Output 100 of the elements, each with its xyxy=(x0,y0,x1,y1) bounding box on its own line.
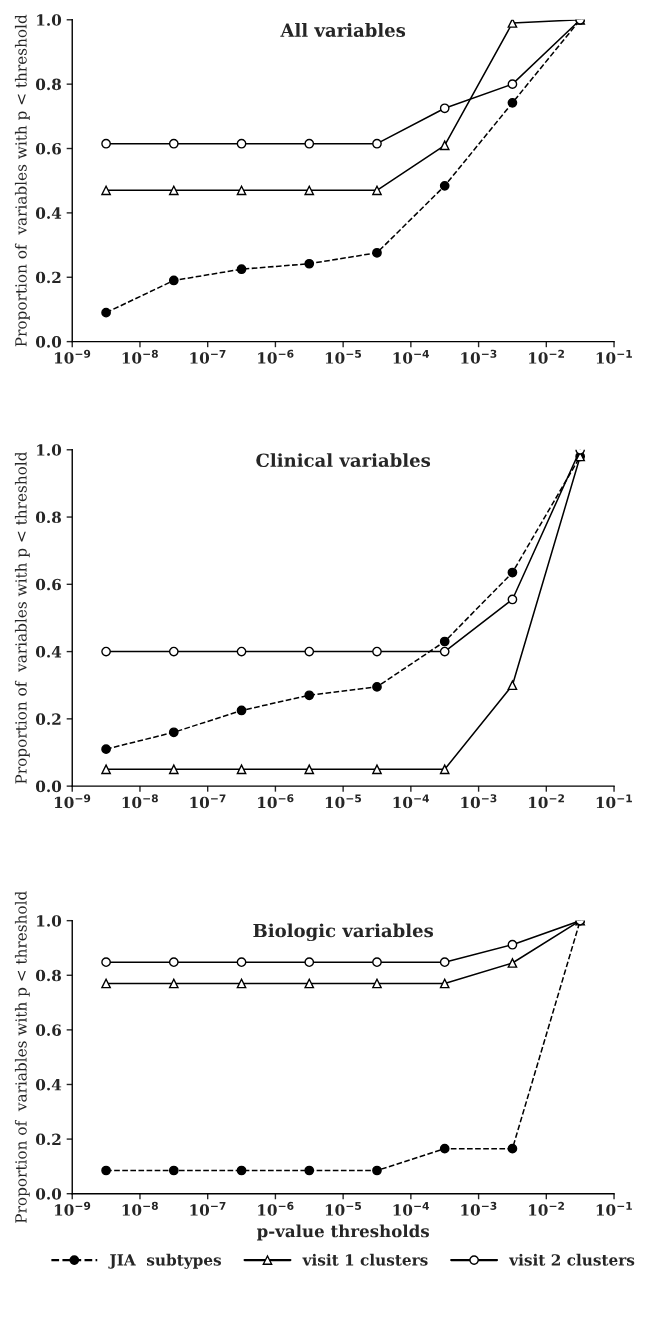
point xyxy=(101,138,111,149)
x-tick-label: 10$^{−1}$ xyxy=(596,794,632,809)
x-tick-label: 10$^{−1}$ xyxy=(596,1201,632,1216)
point xyxy=(168,727,179,738)
y-tick-label: 0.0 xyxy=(35,1188,62,1200)
point xyxy=(372,764,382,775)
point xyxy=(507,1143,518,1154)
point xyxy=(372,646,382,657)
x-tick-label: 10$^{−4}$ xyxy=(393,794,430,809)
x-tick-label: 10$^{−2}$ xyxy=(529,349,565,364)
point xyxy=(372,1165,382,1176)
y-tick-label: 0.0 xyxy=(35,780,62,793)
point xyxy=(236,705,247,716)
legend-label: visit 1 clusters xyxy=(302,1253,428,1266)
point xyxy=(507,958,518,968)
y-axis-title: Proportion of variables with p < threshold xyxy=(14,451,30,784)
legend-label: JIA subtypes xyxy=(108,1253,222,1269)
x-tick-label: 10$^{−7}$ xyxy=(190,349,226,364)
point xyxy=(304,957,315,968)
y-tick-label: 0.2 xyxy=(35,271,61,284)
x-tick-label: 10$^{−7}$ xyxy=(190,794,226,809)
x-tick-label: 10$^{−7}$ xyxy=(190,1201,226,1216)
point xyxy=(304,764,315,775)
point xyxy=(439,1143,450,1154)
x-tick-label: 10$^{−6}$ xyxy=(258,794,294,809)
y-tick-label: 0.4 xyxy=(35,207,62,219)
x-axis-title: p-value thresholds xyxy=(256,1224,430,1241)
point xyxy=(101,744,111,754)
point xyxy=(101,764,111,775)
point xyxy=(304,690,315,701)
point xyxy=(439,764,450,775)
y-tick-label: 1.0 xyxy=(37,915,62,927)
x-tick-label: 10$^{−3}$ xyxy=(461,794,497,809)
x-tick-label: 10$^{−2}$ xyxy=(529,1201,565,1216)
point xyxy=(372,247,382,258)
point xyxy=(439,978,450,989)
point xyxy=(101,978,111,989)
point xyxy=(507,567,518,578)
y-tick-label: 0.6 xyxy=(35,578,61,591)
y-tick-label: 0.8 xyxy=(35,969,61,982)
point xyxy=(236,978,247,989)
point xyxy=(439,957,450,968)
point xyxy=(439,636,450,647)
y-tick-label: 0.6 xyxy=(35,1024,61,1036)
point xyxy=(304,1165,315,1176)
legend-label: visit 2 clusters xyxy=(508,1253,635,1266)
point xyxy=(236,1165,247,1176)
point xyxy=(168,185,179,196)
point xyxy=(439,103,450,114)
x-tick-label: 10$^{−3}$ xyxy=(461,349,497,364)
x-tick-label: 10$^{−5}$ xyxy=(325,794,362,809)
chart-title: All variables xyxy=(280,23,406,37)
point xyxy=(236,764,247,775)
point xyxy=(507,680,518,691)
x-tick-label: 10$^{−4}$ xyxy=(393,349,430,364)
point xyxy=(236,138,247,149)
point xyxy=(372,978,382,989)
point xyxy=(507,19,518,28)
point xyxy=(507,97,518,108)
x-tick-label: 10$^{−4}$ xyxy=(393,1201,430,1216)
point xyxy=(168,764,179,775)
point xyxy=(507,939,518,950)
point xyxy=(236,957,247,968)
point xyxy=(101,646,111,657)
point xyxy=(101,185,111,196)
point xyxy=(439,646,450,657)
x-tick-label: 10$^{−9}$ xyxy=(54,794,91,809)
point xyxy=(439,180,450,191)
point xyxy=(372,682,382,692)
point xyxy=(101,1165,111,1176)
point xyxy=(168,957,179,968)
point xyxy=(168,1165,179,1176)
x-tick-label: 10$^{−8}$ xyxy=(122,794,158,809)
point xyxy=(101,307,111,318)
point xyxy=(372,957,382,968)
y-tick-label: 1.0 xyxy=(37,444,62,456)
point xyxy=(304,258,315,269)
x-tick-label: 10$^{−9}$ xyxy=(54,1201,91,1216)
y-tick-label: 0.2 xyxy=(35,713,61,725)
chart-title: Clinical variables xyxy=(256,453,431,468)
x-tick-label: 10$^{−2}$ xyxy=(529,794,565,809)
y-tick-label: 0.2 xyxy=(35,1133,61,1146)
point xyxy=(101,957,111,968)
point xyxy=(507,594,518,605)
chart-title: Biologic variables xyxy=(253,923,434,942)
y-tick-label: 0.6 xyxy=(35,142,61,155)
x-tick-label: 10$^{−8}$ xyxy=(122,1201,158,1216)
point xyxy=(236,264,247,275)
y-tick-label: 0.0 xyxy=(35,336,62,348)
point xyxy=(168,978,179,989)
x-tick-label: 10$^{−8}$ xyxy=(122,349,158,364)
x-tick-label: 10$^{−6}$ xyxy=(258,349,294,364)
point xyxy=(304,978,315,989)
point xyxy=(168,646,179,657)
x-tick-label: 10$^{−5}$ xyxy=(325,349,362,364)
point xyxy=(168,275,179,286)
y-axis-title: Proportion of variables with p < threshold xyxy=(14,891,30,1223)
x-tick-label: 10$^{−3}$ xyxy=(461,1201,497,1216)
point xyxy=(236,646,247,657)
point xyxy=(372,138,382,149)
